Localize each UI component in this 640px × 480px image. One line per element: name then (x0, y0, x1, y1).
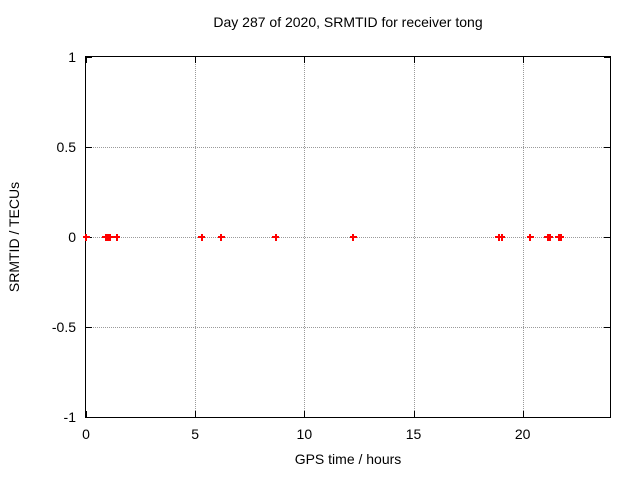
x-tick-label: 5 (191, 426, 200, 442)
y-tick-mark (604, 147, 610, 148)
data-point-marker (198, 233, 206, 241)
plot-area (82, 56, 611, 418)
data-point-marker (557, 233, 565, 241)
y-tick-mark (604, 417, 610, 418)
y-tick-label: -1 (63, 409, 76, 425)
x-tick-mark (522, 411, 524, 417)
y-gridline (86, 237, 610, 238)
y-tick-mark (86, 147, 92, 148)
y-tick-label: -0.5 (51, 319, 76, 335)
data-point-marker (113, 233, 121, 241)
y-tick-mark (604, 57, 610, 58)
x-tick-mark (86, 57, 87, 63)
x-tick-mark (195, 57, 197, 63)
y-axis-label: SRMTID / TECUs (0, 56, 28, 418)
x-tick-mark (304, 411, 306, 417)
y-tick-mark (604, 327, 610, 328)
x-tick-mark (413, 57, 415, 63)
y-tick-mark (86, 57, 92, 58)
chart-title: Day 287 of 2020, SRMTID for receiver ton… (213, 14, 483, 30)
y-tick-label: 0 (68, 229, 76, 245)
data-point-marker (349, 233, 357, 241)
x-tick-mark (86, 411, 87, 417)
y-gridline (86, 147, 610, 148)
y-tick-label: 0.5 (56, 139, 76, 155)
y-tick-mark (604, 237, 610, 238)
y-tick-label: 1 (68, 49, 76, 65)
x-tick-label: 0 (82, 426, 90, 442)
x-axis-label: GPS time / hours (294, 451, 402, 467)
x-tick-label: 15 (405, 426, 422, 442)
x-tick-label: 20 (514, 426, 531, 442)
data-point-marker (272, 233, 280, 241)
x-tick-mark (413, 411, 415, 417)
data-point-marker (217, 233, 225, 241)
data-point-marker (498, 233, 506, 241)
y-tick-mark (86, 417, 92, 418)
x-tick-mark (195, 411, 197, 417)
x-tick-mark (304, 57, 306, 63)
data-point-marker (106, 233, 114, 241)
data-point-marker (546, 233, 554, 241)
data-point-marker (82, 233, 90, 241)
y-axis-label-text: SRMTID / TECUs (6, 181, 23, 293)
y-tick-mark (86, 327, 92, 328)
x-tick-label: 10 (296, 426, 313, 442)
x-tick-mark (522, 57, 524, 63)
data-point-marker (526, 233, 534, 241)
y-gridline (86, 327, 610, 328)
